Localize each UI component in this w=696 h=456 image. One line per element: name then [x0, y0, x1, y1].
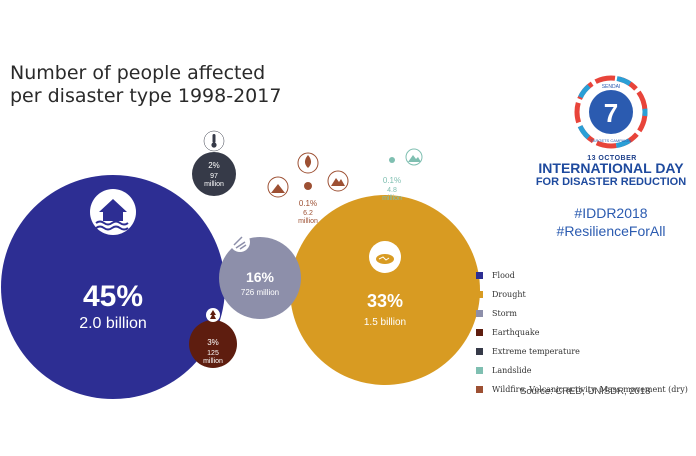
flooded-house-icon — [90, 189, 136, 235]
logo-top-text: SENDAI — [602, 84, 621, 90]
storm-wind-icon — [230, 232, 250, 252]
event-subtitle: FOR DISASTER REDUCTION — [535, 176, 687, 188]
bubble-earthquake — [189, 320, 237, 368]
legend-label-earthquake: Earthquake — [492, 328, 540, 337]
bubble-extreme-temperature — [192, 152, 236, 196]
hashtag-iddr: #IDDR2018 — [574, 205, 648, 221]
bubble-wildfire — [304, 182, 312, 190]
landslide-value-label: 4.8 million — [382, 187, 402, 202]
cracked-earth-icon — [369, 241, 401, 273]
event-date: 13 OCTOBER — [587, 155, 637, 162]
storm-percent-label: 16% — [246, 269, 275, 285]
wildfire-percent-label: 0.1% — [299, 199, 317, 208]
legend-label-extreme-temperature: Extreme temperature — [492, 347, 580, 356]
bubble-storm — [219, 237, 301, 319]
legend-label-storm: Storm — [492, 309, 517, 318]
logo-bottom-text: TARGETS CAMPAIGN — [591, 138, 632, 143]
legend-item-storm: Storm — [476, 304, 688, 323]
legend-item-wildfire: Wildfire, Volcanic activity, Mass moveme… — [476, 380, 688, 399]
earthquake-value-label: 125 million — [203, 350, 223, 365]
legend-swatch-drought — [476, 291, 483, 298]
legend-label-wildfire: Wildfire, Volcanic activity, Mass moveme… — [492, 385, 688, 394]
wildfire-volcano-icon — [267, 152, 349, 198]
logo-number: 7 — [604, 98, 618, 128]
legend-label-landslide: Landslide — [492, 366, 532, 375]
drought-percent-label: 33% — [367, 291, 403, 311]
landslide-percent-label: 0.1% — [383, 176, 401, 185]
bubble-flood — [1, 175, 225, 399]
earthquake-percent-label: 3% — [207, 338, 219, 347]
chart-title: Number of people affected per disaster t… — [10, 62, 281, 108]
storm-value-label: 726 million — [241, 288, 279, 297]
legend-swatch-earthquake — [476, 329, 483, 336]
legend-item-flood: Flood — [476, 266, 688, 285]
legend-item-drought: Drought — [476, 285, 688, 304]
event-name: INTERNATIONAL DAY — [538, 160, 684, 176]
legend-swatch-wildfire — [476, 386, 483, 393]
flood-percent-label: 45% — [83, 280, 143, 313]
legend: Flood Drought Storm Earthquake Extreme t… — [476, 266, 688, 399]
hashtag-resilience: #ResilienceForAll — [556, 223, 666, 239]
legend-swatch-landslide — [476, 367, 483, 374]
legend-swatch-storm — [476, 310, 483, 317]
drought-value-label: 1.5 billion — [364, 317, 406, 328]
legend-swatch-extreme-temperature — [476, 348, 483, 355]
legend-item-landslide: Landslide — [476, 361, 688, 380]
legend-item-earthquake: Earthquake — [476, 323, 688, 342]
extreme-temperature-percent-label: 2% — [208, 161, 220, 170]
legend-label-flood: Flood — [492, 271, 515, 280]
source-note: Source: CRED, UNISDR, 2018 — [520, 386, 651, 397]
cracked-tree-icon — [206, 308, 220, 322]
landslide-icon — [405, 148, 423, 166]
thermometer-icon — [203, 130, 225, 152]
bubble-landslide — [389, 157, 395, 163]
wildfire-value-label: 6.2 million — [298, 210, 318, 225]
legend-label-drought: Drought — [492, 290, 526, 299]
bubble-drought — [290, 195, 480, 385]
sendai-logo: 7 SENDAI TARGETS CAMPAIGN — [574, 75, 648, 149]
legend-swatch-flood — [476, 272, 483, 279]
chart-title-line-2: per disaster type 1998-2017 — [10, 85, 282, 107]
chart-title-line-1: Number of people affected — [10, 62, 266, 84]
legend-item-extreme-temperature: Extreme temperature — [476, 342, 688, 361]
extreme-temperature-value-label: 97 million — [204, 173, 224, 188]
flood-value-label: 2.0 billion — [79, 315, 147, 332]
